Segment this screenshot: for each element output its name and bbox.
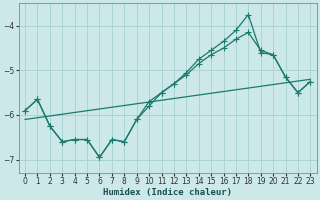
X-axis label: Humidex (Indice chaleur): Humidex (Indice chaleur) <box>103 188 232 197</box>
